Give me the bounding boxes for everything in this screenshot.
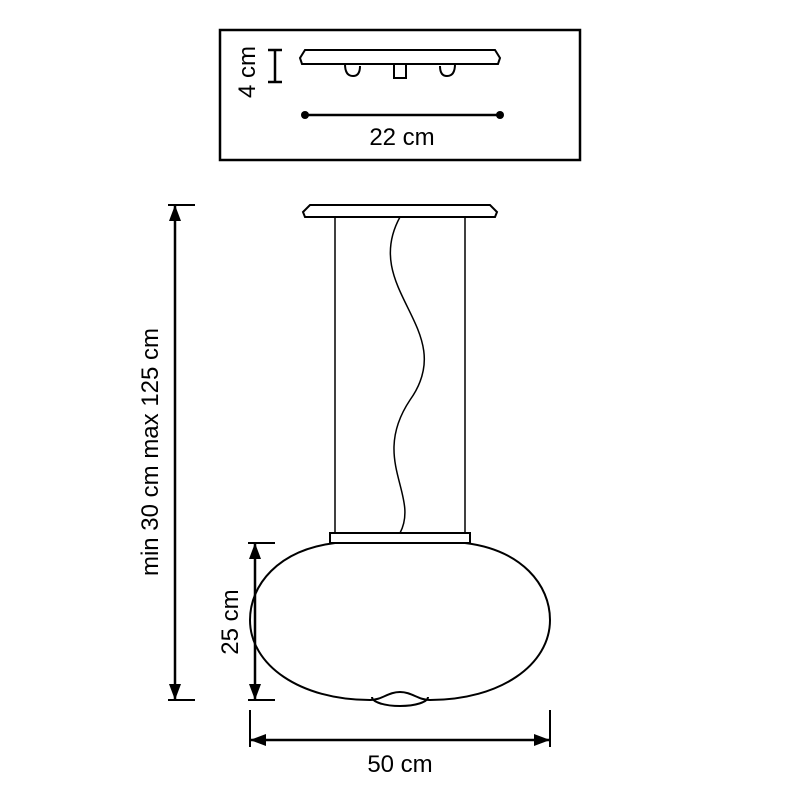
label-25cm: 25 cm <box>217 589 244 654</box>
dim-22cm: 22 cm <box>301 111 504 151</box>
label-total-height: min 30 cm max 125 cm <box>137 328 164 576</box>
collar <box>330 533 470 543</box>
diagram-container: 4 cm 22 cm <box>0 0 800 800</box>
globe <box>250 543 550 700</box>
dim-50cm: 50 cm <box>250 710 550 778</box>
cable <box>390 217 424 533</box>
ceiling-mount-top <box>300 50 500 78</box>
label-22cm: 22 cm <box>369 124 434 151</box>
label-50cm: 50 cm <box>367 751 432 778</box>
top-view: 4 cm 22 cm <box>220 30 580 160</box>
ceiling-mount-side <box>303 205 497 217</box>
side-view: min 30 cm max 125 cm 25 cm 50 cm <box>137 205 550 778</box>
dim-4cm: 4 cm <box>234 46 282 98</box>
label-4cm: 4 cm <box>234 46 261 98</box>
dim-total-height: min 30 cm max 125 cm <box>137 205 195 700</box>
diagram-svg: 4 cm 22 cm <box>0 0 800 800</box>
